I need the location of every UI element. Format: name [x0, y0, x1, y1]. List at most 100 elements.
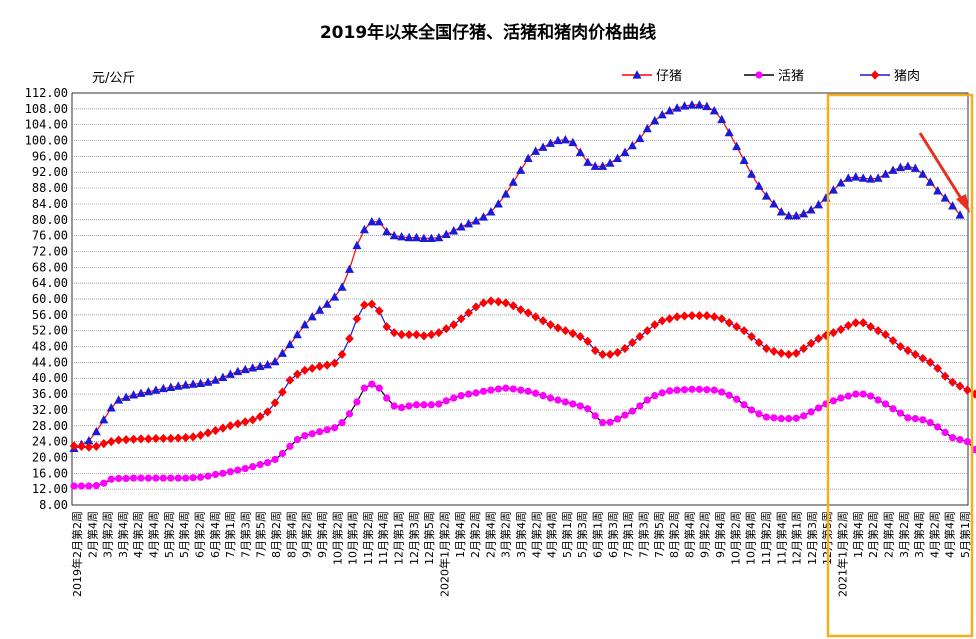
- data-point: [568, 137, 578, 147]
- data-point: [233, 419, 243, 429]
- data-point: [553, 135, 563, 145]
- legend-item: 仔猪: [622, 69, 682, 84]
- data-point: [218, 372, 228, 382]
- data-point: [427, 330, 436, 340]
- y-tick-label: 92.00: [32, 165, 68, 179]
- x-tick-label: 7月第3周: [636, 511, 650, 558]
- data-point: [100, 479, 108, 487]
- data-point: [620, 343, 630, 354]
- data-point: [621, 411, 629, 419]
- data-point: [315, 361, 324, 371]
- data-point: [560, 134, 570, 144]
- data-point: [435, 400, 443, 408]
- data-point: [873, 326, 883, 336]
- x-tick-label: 9月第2周: [300, 511, 314, 558]
- data-point: [382, 226, 392, 236]
- data-point: [851, 172, 861, 181]
- y-tick-label: 56.00: [32, 308, 68, 322]
- data-point: [501, 189, 511, 198]
- data-point: [613, 153, 623, 162]
- chart-title: 2019年以来全国仔猪、活猪和猪肉价格曲线: [320, 22, 656, 43]
- data-point: [575, 332, 585, 342]
- data-point: [755, 71, 763, 79]
- data-point: [188, 432, 198, 442]
- data-point: [837, 394, 845, 402]
- data-point: [225, 369, 235, 378]
- data-point: [523, 308, 533, 318]
- data-point: [181, 380, 191, 389]
- data-point: [867, 392, 875, 400]
- data-point: [359, 224, 369, 234]
- data-point: [642, 123, 652, 133]
- y-tick-label: 68.00: [32, 260, 68, 274]
- data-point: [881, 400, 890, 408]
- x-tick-label: 3月第2周: [897, 511, 911, 558]
- data-point: [330, 358, 339, 368]
- data-point: [330, 424, 339, 432]
- data-point: [694, 100, 704, 109]
- x-axis: 2019年2月第2周 2月第4周 3月第2周 3月第4周 4月第2周 4月第4周 5月第2周…: [70, 511, 972, 597]
- data-point: [628, 407, 637, 415]
- data-point: [761, 191, 771, 200]
- x-tick-label: 3月第2周: [101, 511, 115, 558]
- data-point: [666, 387, 674, 395]
- x-tick-label: 5月第2周: [162, 511, 176, 558]
- data-point: [613, 347, 622, 358]
- data-point: [866, 174, 876, 183]
- highlight-box: [826, 93, 974, 638]
- data-point: [814, 334, 823, 344]
- data-point: [632, 70, 642, 79]
- data-point: [591, 412, 599, 420]
- data-point: [672, 312, 682, 322]
- x-tick-label: 11月第4周: [376, 511, 390, 565]
- x-tick-label: 4月第4周: [147, 511, 161, 558]
- data-point: [204, 472, 212, 480]
- y-tick-label: 28.00: [32, 419, 68, 433]
- data-point: [137, 474, 145, 482]
- data-point: [576, 402, 584, 410]
- data-point: [465, 390, 473, 398]
- data-point: [680, 311, 689, 321]
- x-tick-label: 12月第3周: [805, 511, 819, 565]
- data-point: [777, 348, 786, 358]
- series-group: [69, 100, 976, 490]
- data-point: [859, 390, 867, 398]
- data-point: [203, 377, 213, 386]
- data-point: [167, 474, 175, 482]
- data-point: [420, 401, 428, 409]
- data-point: [292, 329, 302, 339]
- data-point: [240, 364, 250, 374]
- data-point: [739, 155, 749, 164]
- data-point: [479, 387, 488, 395]
- data-point: [599, 419, 607, 427]
- x-tick-label: 7月第1周: [621, 511, 635, 558]
- data-point: [806, 338, 816, 348]
- x-tick-label: 10月第2周: [728, 511, 742, 565]
- data-point: [717, 114, 727, 124]
- data-point: [895, 162, 905, 172]
- data-point: [196, 430, 205, 440]
- data-point: [442, 397, 450, 405]
- x-tick-label: 3月第4周: [514, 511, 528, 558]
- data-point: [374, 216, 384, 226]
- y-tick-label: 52.00: [32, 324, 68, 338]
- data-point: [434, 232, 444, 242]
- data-point: [345, 334, 354, 344]
- x-tick-label: 3月第4周: [116, 511, 130, 558]
- data-point: [516, 165, 526, 174]
- data-point: [627, 140, 637, 150]
- data-point: [308, 430, 316, 438]
- data-point: [255, 361, 265, 370]
- data-point: [807, 408, 815, 416]
- data-point: [323, 426, 331, 434]
- data-point: [345, 410, 354, 418]
- data-point: [896, 409, 905, 417]
- data-point: [464, 308, 473, 318]
- data-point: [740, 401, 748, 409]
- data-point: [605, 158, 615, 167]
- x-tick-label: 4月第2周: [927, 511, 941, 558]
- data-point: [411, 232, 421, 242]
- data-point: [911, 415, 919, 423]
- data-point: [791, 211, 801, 220]
